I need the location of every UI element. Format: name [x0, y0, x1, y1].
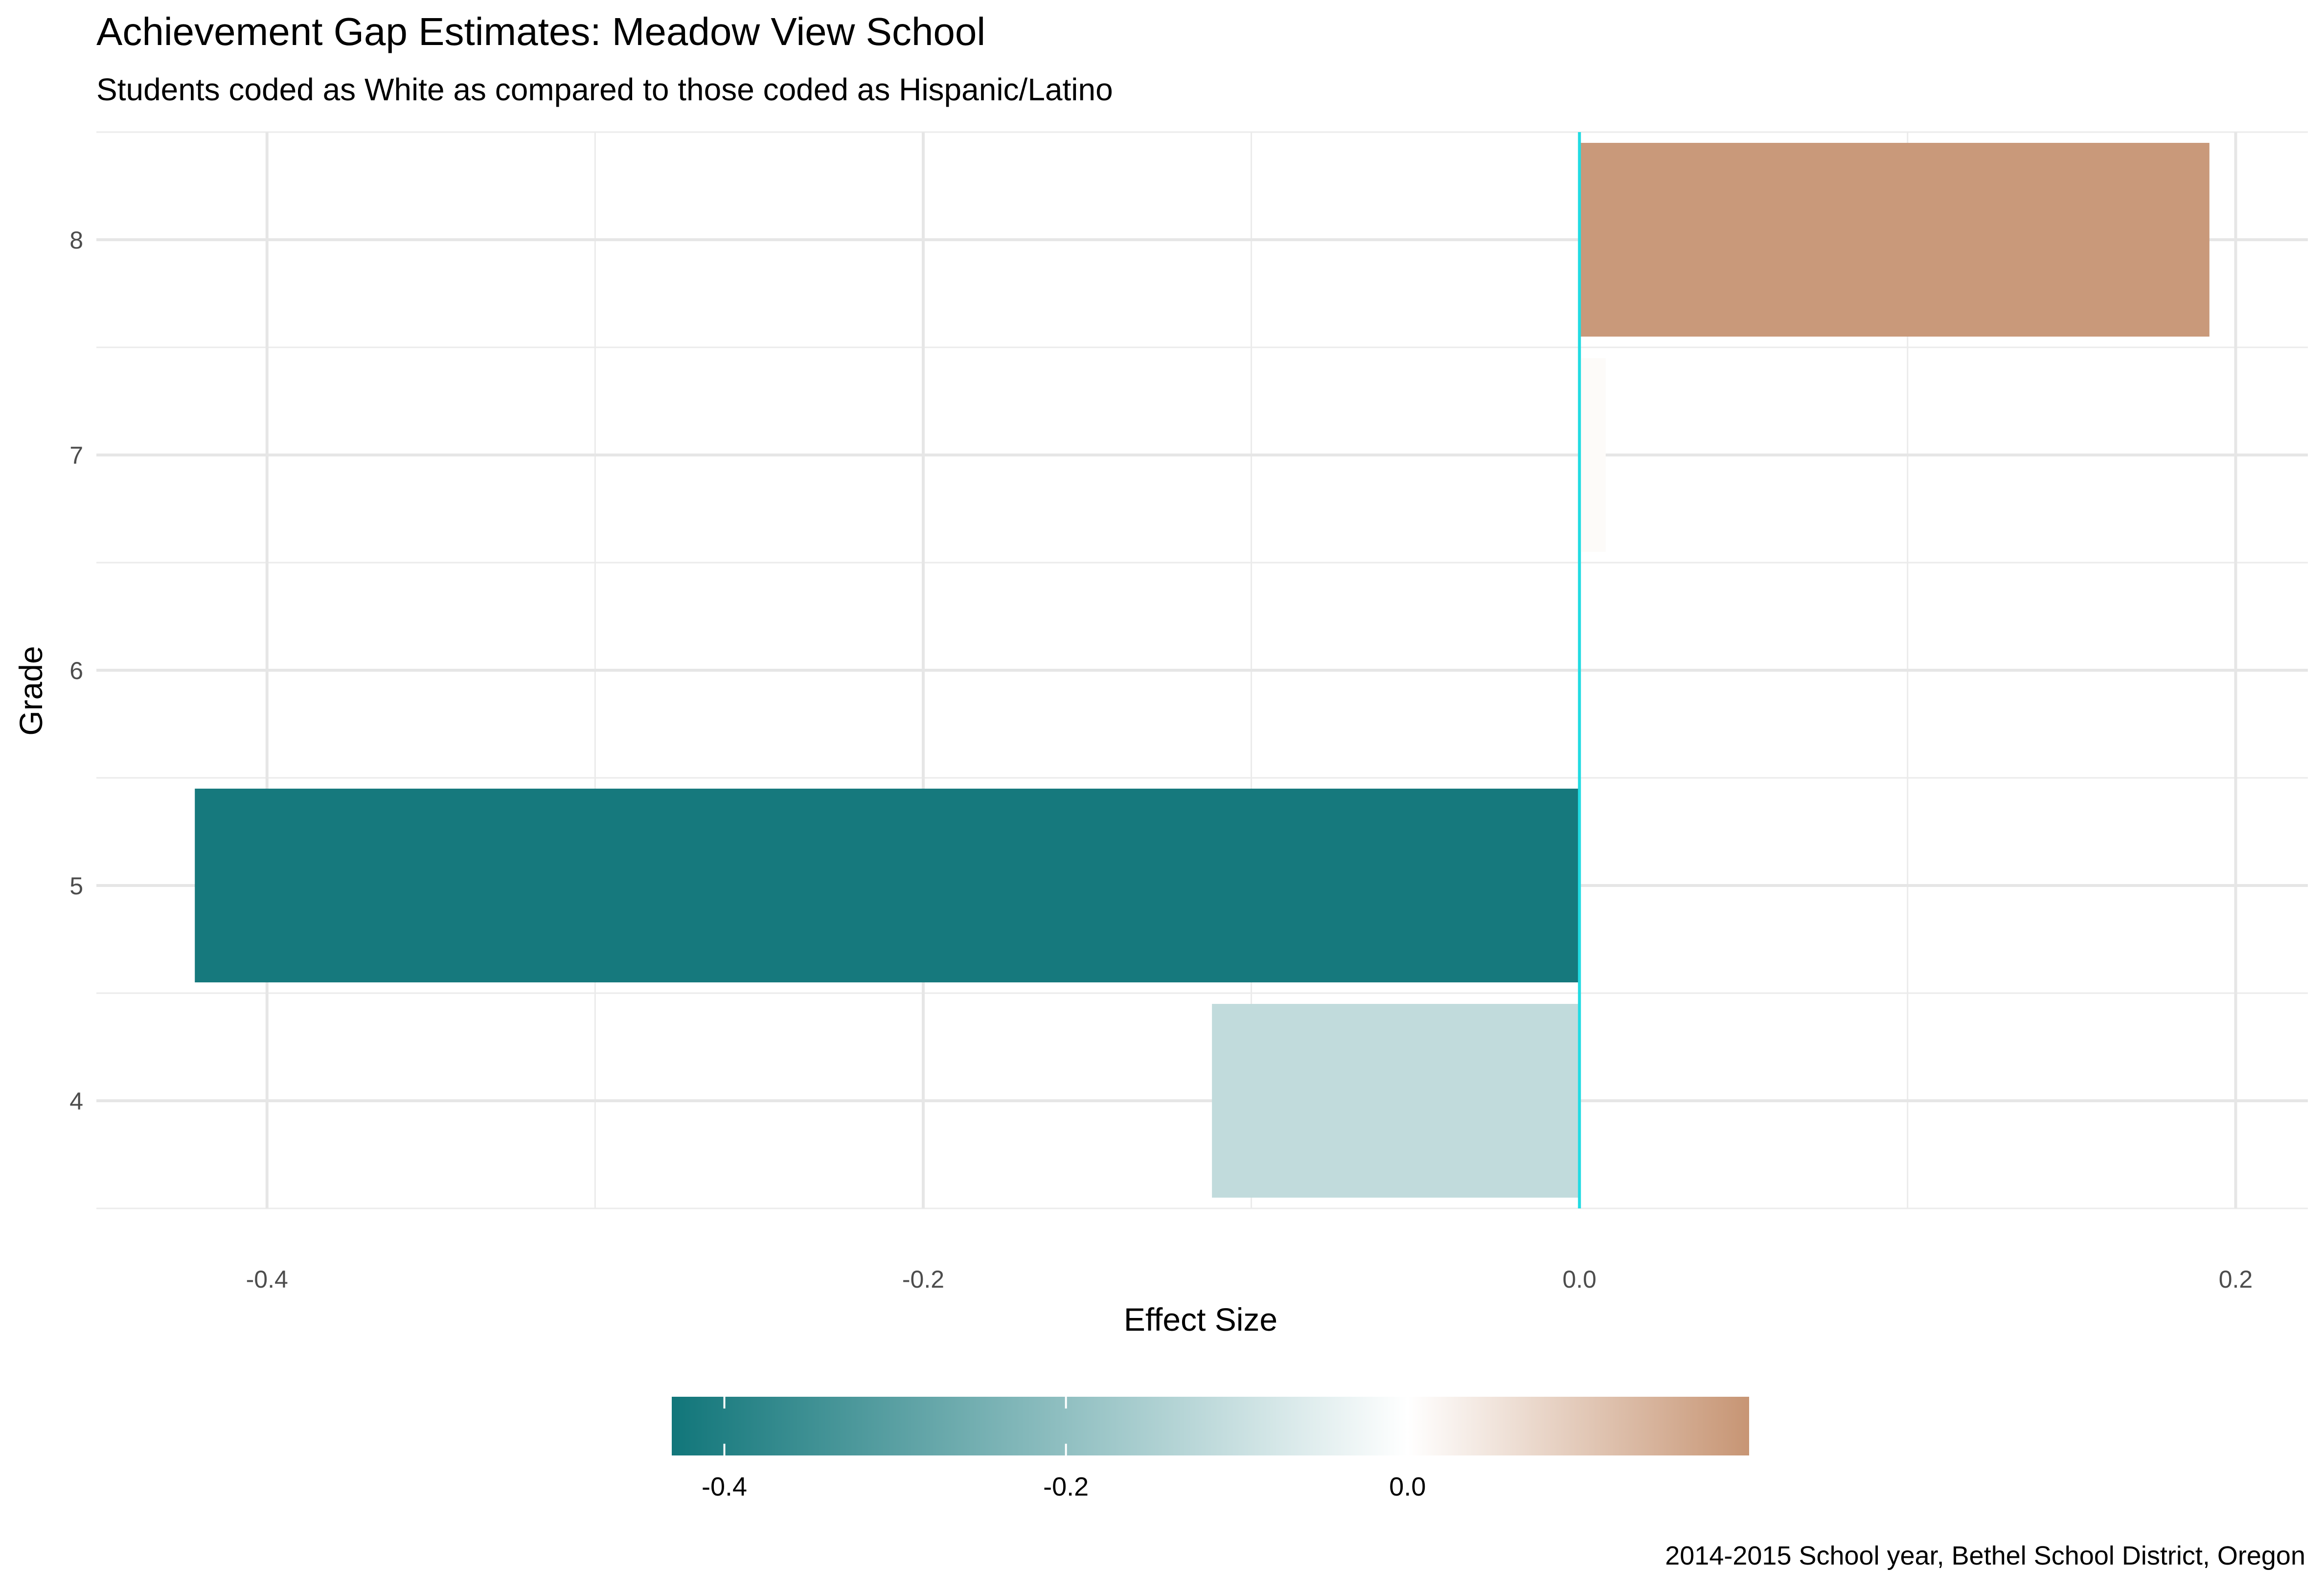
colorbar-ticks: -0.4 -0.2 0.0 [702, 1397, 1426, 1501]
colorbar-tick-label: 0.0 [1389, 1472, 1426, 1501]
chart-title: Achievement Gap Estimates: Meadow View S… [96, 10, 985, 53]
x-tick-label: 0.2 [2219, 1266, 2253, 1293]
x-tick-label: 0.0 [1562, 1266, 1596, 1293]
y-tick-label: 5 [69, 872, 83, 900]
x-tick-label: -0.2 [902, 1266, 944, 1293]
x-tick-labels: -0.4 -0.2 0.0 0.2 [246, 1266, 2253, 1293]
colorbar-legend: -0.4 -0.2 0.0 [672, 1397, 1749, 1501]
y-tick-label: 8 [69, 227, 83, 254]
bar-grade-8 [1579, 143, 2210, 337]
y-tick-label: 4 [69, 1088, 83, 1115]
bar-grade-7 [1579, 358, 1606, 552]
x-axis-label: Effect Size [1124, 1301, 1277, 1338]
colorbar-tick-label: -0.2 [1043, 1472, 1089, 1501]
bar-grade-4 [1212, 1004, 1580, 1198]
chart-subtitle: Students coded as White as compared to t… [96, 72, 1113, 107]
y-tick-label: 7 [69, 442, 83, 469]
y-tick-label: 6 [69, 657, 83, 684]
bar-grade-5 [195, 789, 1580, 982]
colorbar [672, 1397, 1749, 1455]
y-tick-labels: 4 5 6 7 8 [69, 227, 83, 1115]
y-axis-label: Grade [13, 646, 49, 735]
chart-caption: 2014-2015 School year, Bethel School Dis… [1665, 1541, 2305, 1570]
colorbar-tick-label: -0.4 [702, 1472, 747, 1501]
bars [195, 143, 2210, 1198]
x-tick-label: -0.4 [246, 1266, 288, 1293]
